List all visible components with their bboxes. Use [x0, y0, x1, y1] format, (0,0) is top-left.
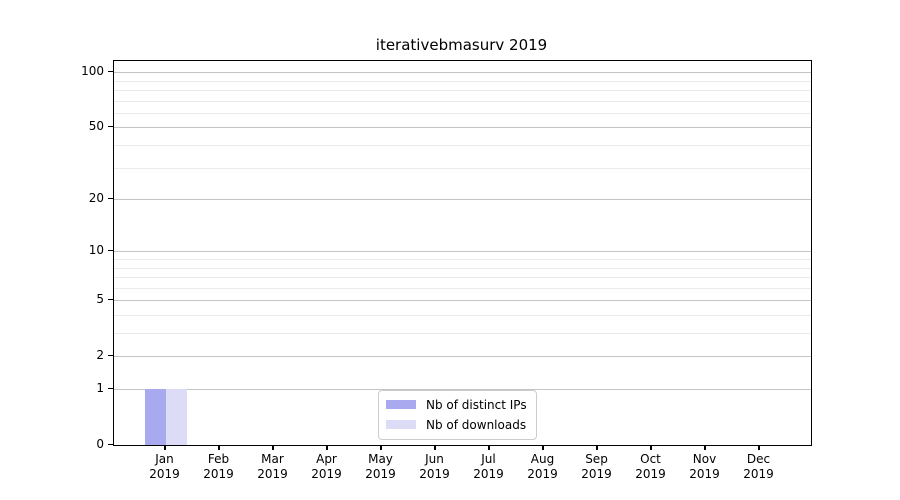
legend-item-1: Nb of downloads — [386, 416, 527, 433]
y-tick-label: 5 — [96, 292, 104, 307]
y-tick-mark — [108, 444, 113, 445]
x-tick-mark — [325, 445, 328, 450]
x-tick-label: Jun 2019 — [419, 452, 450, 481]
x-tick-label: Sep 2019 — [581, 452, 612, 481]
x-tick-label: Aug 2019 — [527, 452, 558, 481]
x-tick-label: Jan 2019 — [149, 452, 180, 481]
x-tick-label: May 2019 — [365, 452, 396, 481]
y-tick-mark — [108, 250, 113, 252]
x-tick-label: Mar 2019 — [257, 452, 288, 481]
x-tick-label: Dec 2019 — [743, 452, 774, 481]
gridline-minor — [114, 112, 811, 114]
gridline-minor — [114, 80, 811, 82]
x-tick-mark — [703, 445, 706, 450]
x-tick-mark — [487, 445, 490, 450]
y-tick-mark — [108, 355, 113, 357]
gridline-minor — [114, 145, 811, 146]
gridline-minor — [114, 277, 811, 279]
y-tick-mark — [108, 71, 113, 73]
legend-label: Nb of downloads — [426, 417, 527, 432]
gridline-major — [114, 251, 811, 253]
gridline-major — [114, 72, 811, 74]
chart-title: iterativebmasurv 2019 — [375, 36, 548, 54]
gridline-minor — [114, 90, 811, 91]
bar-series-0-month-0 — [144, 389, 166, 445]
gridline-minor — [114, 267, 811, 269]
y-tick-label: 100 — [81, 64, 104, 79]
x-tick-mark — [379, 445, 382, 450]
gridline-minor — [114, 333, 811, 334]
gridline-major — [114, 127, 811, 129]
y-tick-mark — [108, 299, 113, 301]
plot-area — [113, 60, 812, 446]
gridline-minor — [114, 314, 811, 316]
y-tick-label: 1 — [96, 381, 104, 395]
x-tick-mark — [649, 445, 652, 450]
y-tick-mark — [108, 198, 113, 200]
legend-label: Nb of distinct IPs — [426, 397, 527, 412]
gridline-minor — [114, 287, 811, 289]
legend: Nb of distinct IPs Nb of downloads — [378, 390, 537, 440]
legend-swatch-icon — [386, 400, 416, 409]
gridline-major — [114, 300, 811, 302]
y-tick-label: 10 — [88, 243, 104, 258]
x-tick-label: Nov 2019 — [689, 452, 720, 481]
gridline-major — [114, 356, 811, 358]
x-tick-mark — [757, 445, 760, 450]
x-tick-label: Apr 2019 — [311, 452, 342, 481]
gridline-major — [114, 199, 811, 201]
x-tick-mark — [541, 445, 544, 450]
x-tick-label: Oct 2019 — [635, 452, 666, 481]
x-tick-mark — [271, 445, 274, 450]
x-tick-mark — [433, 445, 436, 450]
y-tick-mark — [108, 126, 113, 128]
gridline-minor — [114, 167, 811, 169]
y-tick-label: 0 — [96, 437, 104, 451]
legend-swatch-icon — [386, 420, 416, 429]
bar-series-1-month-0 — [165, 389, 187, 445]
x-tick-mark — [595, 445, 598, 450]
x-tick-mark — [217, 445, 220, 450]
x-tick-label: Feb 2019 — [203, 452, 234, 481]
y-tick-label: 50 — [88, 119, 104, 134]
y-tick-label: 20 — [88, 191, 104, 206]
gridline-minor — [114, 100, 811, 102]
y-tick-label: 2 — [96, 348, 104, 363]
x-tick-mark — [163, 445, 166, 450]
gridline-minor — [114, 258, 811, 260]
legend-item-0: Nb of distinct IPs — [386, 396, 527, 413]
gridline-major — [114, 389, 811, 390]
y-tick-mark — [108, 388, 113, 389]
x-tick-label: Jul 2019 — [473, 452, 504, 481]
